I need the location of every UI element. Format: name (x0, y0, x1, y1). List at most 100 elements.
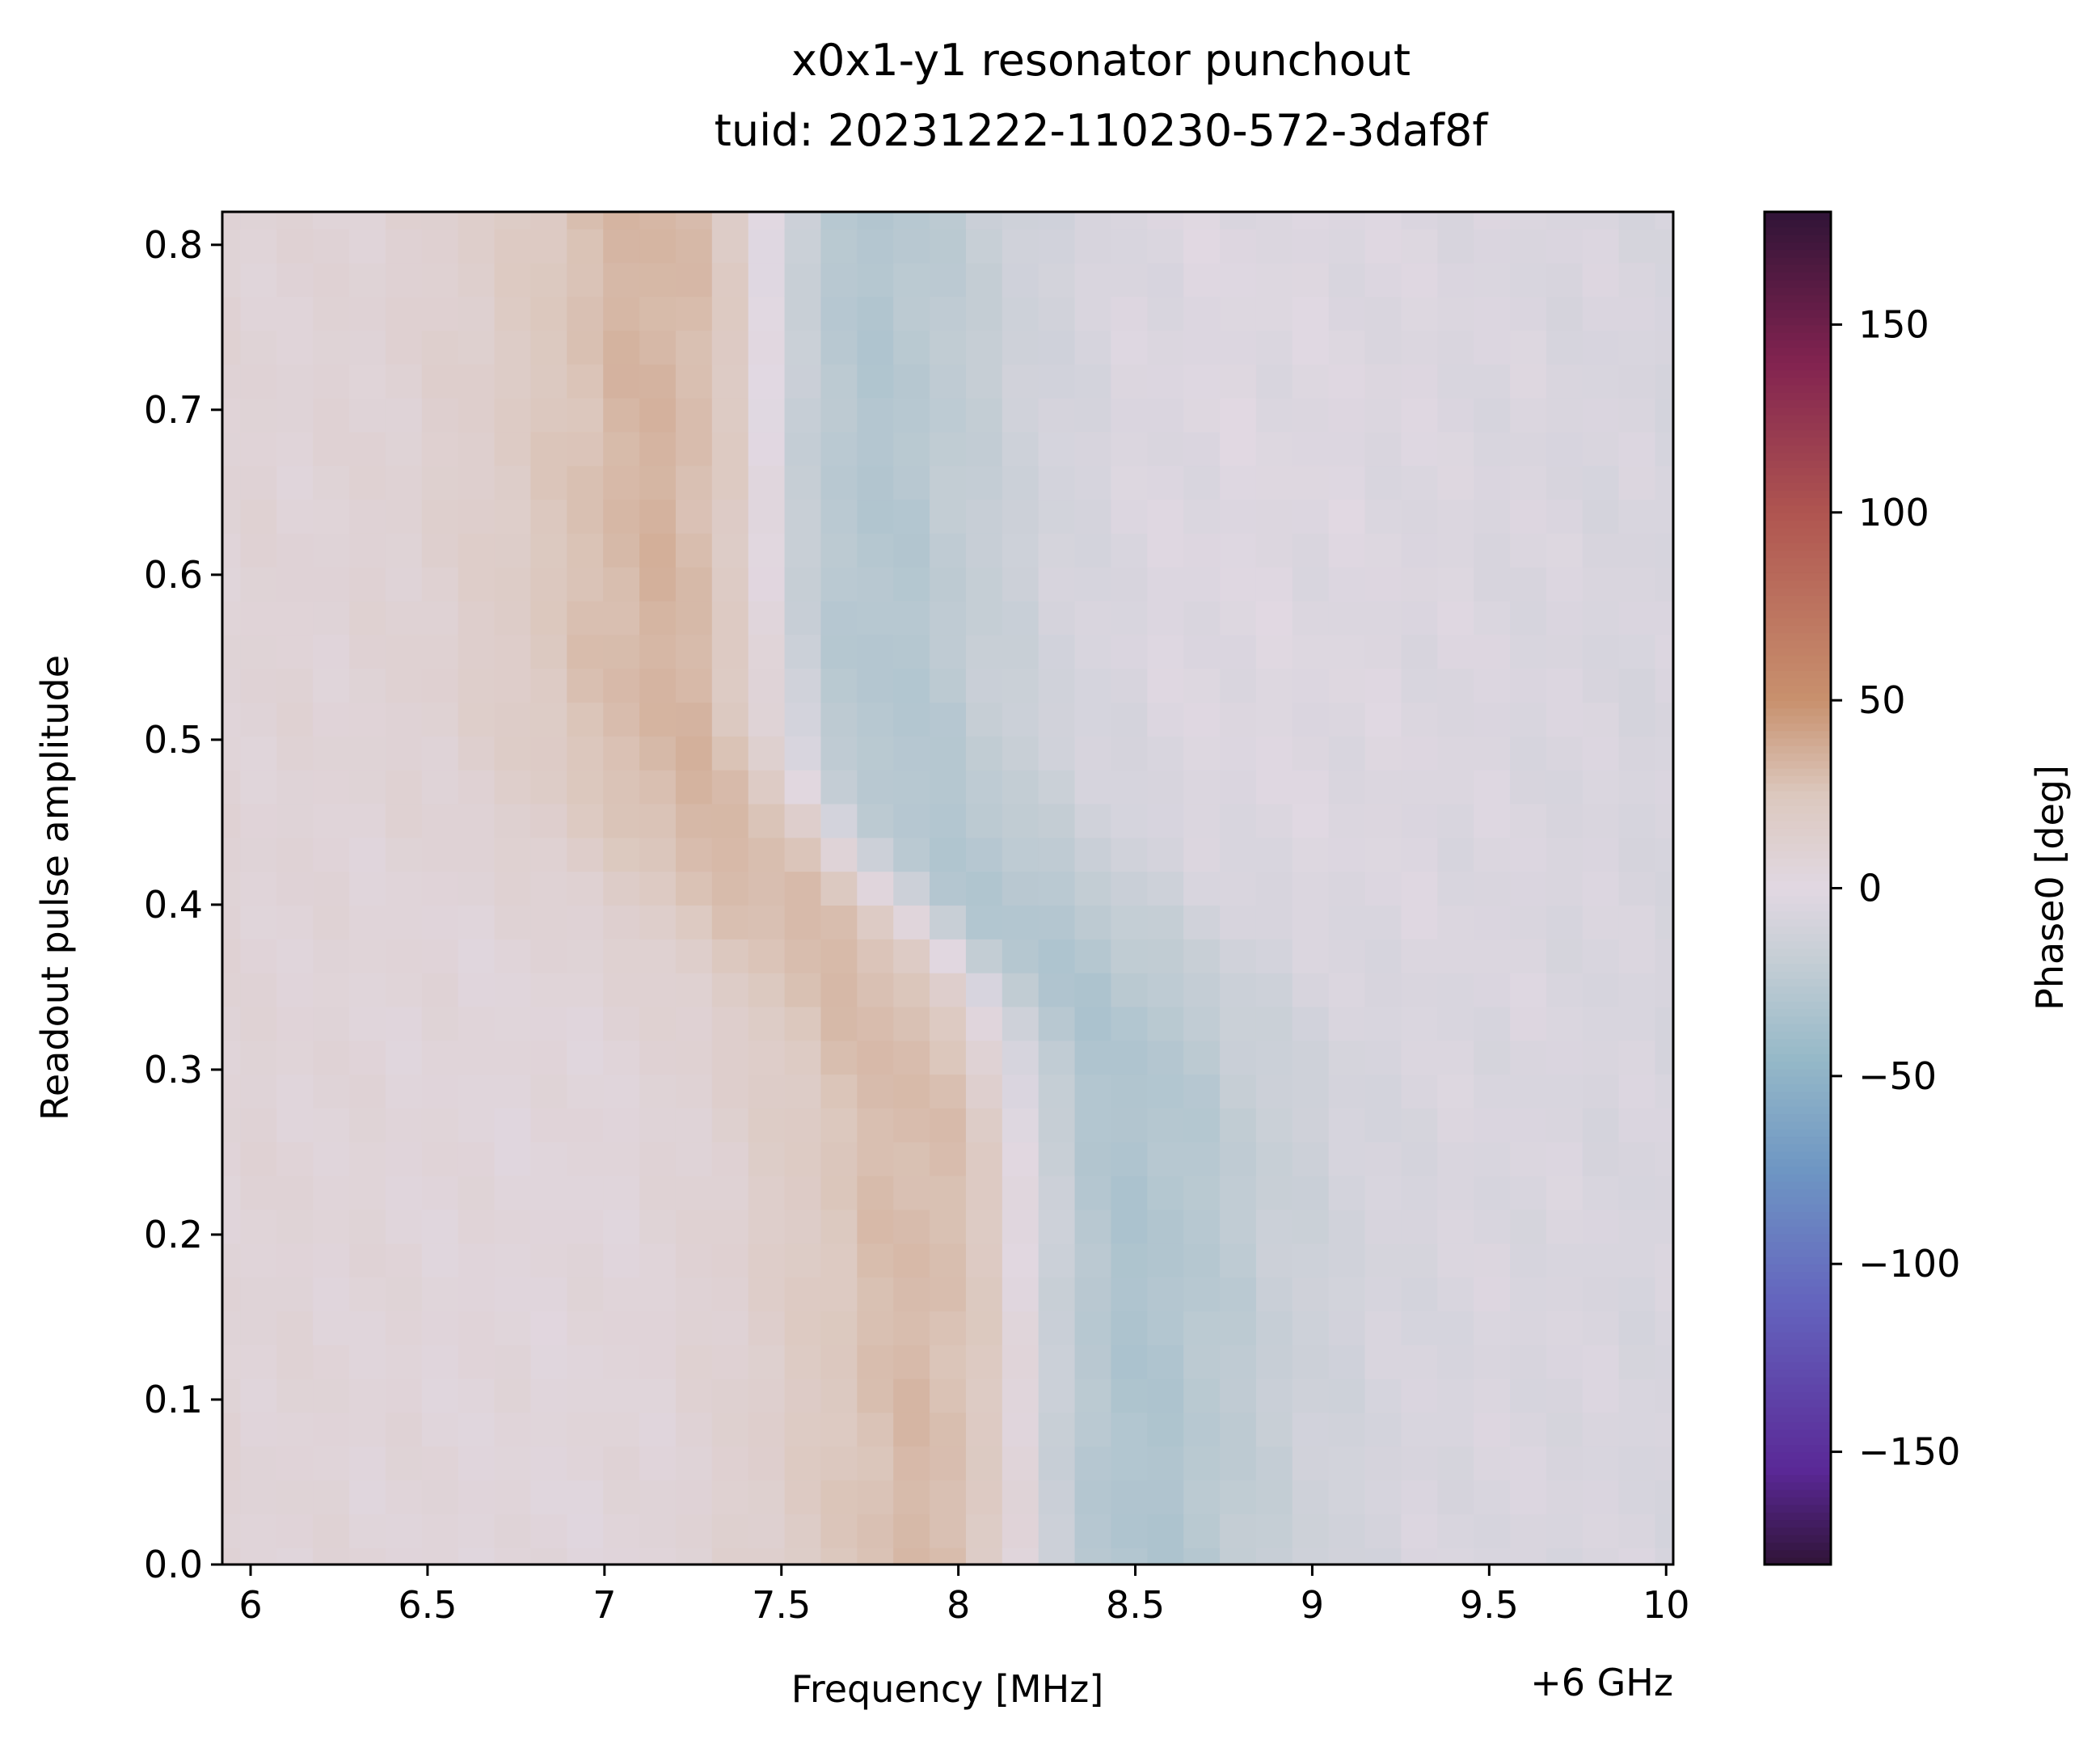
heatmap-cell (1292, 1412, 1330, 1447)
heatmap-cell (530, 905, 567, 940)
heatmap-cell (639, 1108, 677, 1142)
heatmap-cell (222, 736, 242, 771)
heatmap-cell (893, 1040, 930, 1075)
heatmap-cell (820, 770, 858, 804)
heatmap-cell (1074, 1074, 1112, 1108)
heatmap-cell (965, 1277, 1003, 1311)
heatmap-cell (711, 1514, 749, 1548)
heatmap-cell (893, 668, 930, 703)
heatmap-cell (711, 1446, 749, 1481)
heatmap-cell (820, 1412, 858, 1447)
heatmap-cell (1618, 1243, 1656, 1278)
heatmap-cell (748, 770, 786, 804)
heatmap-cell (748, 600, 786, 636)
heatmap-cell (1437, 702, 1474, 737)
heatmap-cell (1183, 871, 1221, 906)
heatmap-cell (1401, 431, 1438, 467)
heatmap-cell (857, 1209, 894, 1244)
heatmap-cell (1328, 1142, 1366, 1176)
colorbar-strip (1765, 1121, 1831, 1130)
heatmap-cell (240, 668, 277, 703)
heatmap-cell (675, 1277, 713, 1311)
heatmap-cell (567, 1074, 604, 1108)
colorbar-tick-label: −150 (1858, 1430, 1960, 1474)
heatmap-cell (222, 1277, 242, 1311)
heatmap-cell (1474, 1209, 1511, 1244)
colorbar-strip (1765, 730, 1831, 739)
heatmap-cell (494, 1209, 532, 1244)
heatmap-cell (494, 939, 532, 973)
heatmap-cell (494, 973, 532, 1007)
heatmap-cell (530, 1040, 567, 1075)
heatmap-cell (458, 973, 495, 1007)
heatmap-cell (567, 1514, 604, 1548)
heatmap-cell (1618, 1446, 1656, 1481)
heatmap-cell (1618, 803, 1656, 838)
heatmap-cell (1183, 1277, 1221, 1311)
colorbar-strip (1765, 1143, 1831, 1152)
heatmap-cell (458, 837, 495, 872)
heatmap-cell (1364, 1480, 1402, 1514)
heatmap-cell (930, 1142, 967, 1176)
heatmap-cell (1401, 1412, 1438, 1447)
heatmap-cell (1292, 1142, 1330, 1176)
heatmap-cell (893, 1480, 930, 1514)
heatmap-cell (893, 736, 930, 771)
heatmap-cell (1002, 939, 1039, 973)
heatmap-cell (1074, 1209, 1112, 1244)
x-tick-label: 9.5 (1460, 1583, 1519, 1627)
heatmap-cell (1364, 905, 1402, 940)
heatmap-cell (567, 1006, 604, 1041)
heatmap-cell (748, 398, 786, 433)
heatmap-cell (1510, 1311, 1547, 1345)
heatmap-cell (1220, 634, 1257, 669)
heatmap-cell (530, 1277, 567, 1311)
heatmap-cell (603, 803, 640, 838)
heatmap-cell (675, 1446, 713, 1481)
heatmap-cell (930, 296, 967, 331)
heatmap-cell (1292, 212, 1330, 230)
heatmap-cell (313, 1514, 350, 1548)
heatmap-cell (1618, 1142, 1656, 1176)
heatmap-cell (820, 1514, 858, 1548)
heatmap-cell (530, 1108, 567, 1142)
heatmap-cell (1220, 1142, 1257, 1176)
heatmap-cell (385, 600, 423, 636)
heatmap-cell (1545, 212, 1583, 230)
heatmap-cell (421, 398, 459, 433)
heatmap-cell (965, 939, 1003, 973)
heatmap-cell (1183, 398, 1221, 433)
heatmap-cell (1220, 262, 1257, 298)
heatmap-cell (820, 296, 858, 331)
heatmap-cell (639, 770, 677, 804)
heatmap-cell (1111, 1006, 1148, 1041)
heatmap-cell (1038, 262, 1076, 298)
heatmap-cell (421, 262, 459, 298)
heatmap-cell (567, 364, 604, 399)
heatmap-cell (222, 1074, 242, 1108)
heatmap-cell (930, 398, 967, 433)
colorbar-strip (1765, 948, 1831, 956)
heatmap-cell (1292, 1006, 1330, 1041)
heatmap-cell (930, 1345, 967, 1379)
heatmap-cell (1111, 736, 1148, 771)
heatmap-cell (748, 939, 786, 973)
heatmap-cell (711, 262, 749, 298)
heatmap-cell (1038, 973, 1076, 1007)
heatmap-cell (1655, 1209, 1674, 1244)
heatmap-cell (222, 1378, 242, 1413)
heatmap-cell (711, 973, 749, 1007)
colorbar-strip (1765, 872, 1831, 881)
heatmap-cell (567, 1108, 604, 1142)
heatmap-cell (1255, 1209, 1293, 1244)
colorbar-strip (1765, 384, 1831, 393)
heatmap-cell (857, 871, 894, 906)
heatmap-cell (675, 1108, 713, 1142)
heatmap-cell (1474, 431, 1511, 467)
heatmap-cell (421, 1311, 459, 1345)
heatmap-cell (276, 262, 314, 298)
heatmap-cell (1147, 1345, 1184, 1379)
heatmap-cell (222, 1209, 242, 1244)
heatmap-cell (1220, 1548, 1257, 1565)
colorbar-strip (1765, 1113, 1831, 1122)
